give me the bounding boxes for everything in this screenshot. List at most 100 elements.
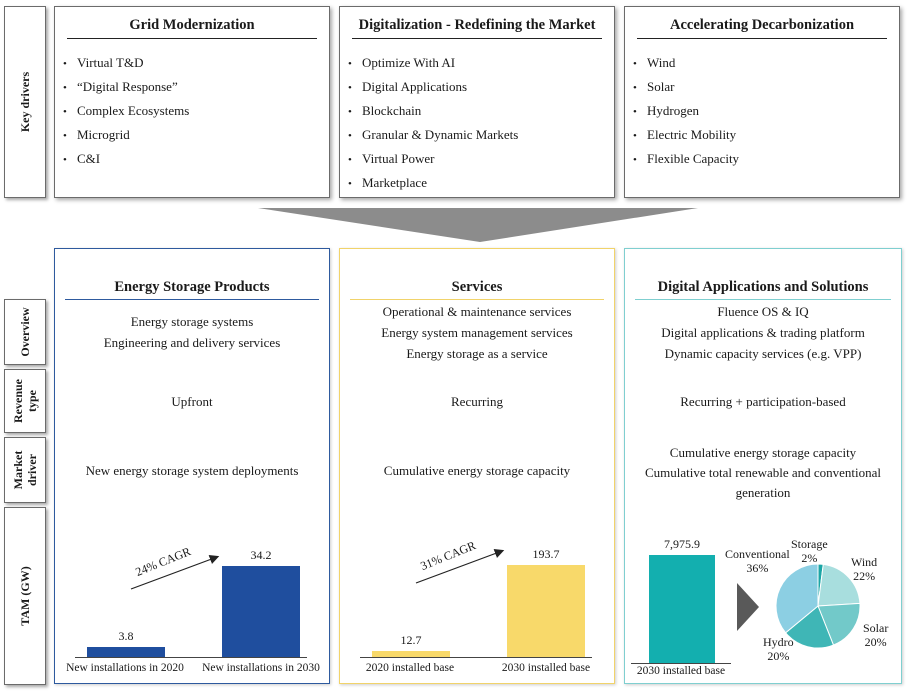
- funnel-arrow: [258, 208, 698, 242]
- overview-line: Digital applications & trading platform: [661, 325, 865, 340]
- chart-baseline: [75, 657, 307, 658]
- revenue-type-value: Upfront: [171, 394, 213, 409]
- list-item: “Digital Response”: [63, 78, 189, 102]
- overview-text: Energy storage systems Engineering and d…: [59, 311, 325, 353]
- pie-slice-pct: 20%: [864, 635, 887, 649]
- list-item: Marketplace: [348, 174, 518, 198]
- driver-list: Optimize With AI Digital Applications Bl…: [348, 54, 518, 198]
- overview-line: Fluence OS & IQ: [717, 304, 809, 319]
- pie-label-wind: Wind 22%: [851, 555, 877, 583]
- overview-line: Energy system management services: [381, 325, 573, 340]
- category-label: 2030 installed base: [501, 662, 591, 674]
- key-drivers-text: Key drivers: [18, 71, 32, 133]
- market-driver-line: New energy storage system deployments: [85, 463, 299, 478]
- pie-slice-pct: 36%: [746, 561, 769, 575]
- cagr-arrow: [415, 549, 505, 584]
- data-label: 7,975.9: [664, 536, 700, 551]
- key-drivers-label: Key drivers: [4, 6, 46, 198]
- data-label: 34.2: [250, 548, 272, 563]
- pie-label-storage: Storage 2%: [791, 537, 828, 565]
- list-item: Virtual Power: [348, 150, 518, 174]
- overview-line: Energy storage as a service: [406, 346, 548, 361]
- renewables-pie-chart: [775, 563, 861, 649]
- bar-2030-installed-base: [649, 554, 715, 663]
- bar-2020-new-installations: [87, 646, 165, 657]
- cagr-arrow: [130, 555, 220, 590]
- chart-baseline: [360, 657, 592, 658]
- list-item: Wind: [633, 54, 739, 78]
- driver-title: Accelerating Decarbonization: [637, 17, 887, 39]
- tam-text: TAM (GW): [18, 566, 32, 626]
- list-item: Hydrogen: [633, 102, 739, 126]
- market-driver-line: Cumulative total renewable and conventio…: [644, 465, 882, 480]
- list-item: C&I: [63, 150, 189, 174]
- driver-line: driver: [25, 454, 39, 486]
- pie-label-conventional: Conventional 36%: [725, 547, 790, 575]
- pie-label-solar: Solar 20%: [863, 621, 888, 649]
- type-line: type: [25, 390, 39, 412]
- list-item: Blockchain: [348, 102, 518, 126]
- pie-slice-hydro: [784, 605, 835, 649]
- data-label: 12.7: [400, 632, 422, 647]
- data-label: 3.8: [118, 628, 134, 643]
- column-digital-applications: Digital Applications and Solutions Fluen…: [624, 248, 902, 684]
- overview-line: Energy storage systems: [130, 314, 254, 329]
- market-driver-line: Cumulative energy storage capacity: [383, 463, 571, 478]
- column-title: Services: [350, 279, 604, 300]
- list-item: Virtual T&D: [63, 54, 189, 78]
- driver-list: Wind Solar Hydrogen Electric Mobility Fl…: [633, 54, 739, 174]
- pie-slice-solar: [817, 602, 861, 646]
- list-item: Granular & Dynamic Markets: [348, 126, 518, 150]
- pie-slice-pct: 22%: [853, 569, 876, 583]
- list-item: Flexible Capacity: [633, 150, 739, 174]
- market-line: Market: [11, 450, 25, 490]
- revenue-type-value: Recurring: [451, 394, 503, 409]
- column-title: Energy Storage Products: [65, 279, 319, 300]
- pie-slice-pct: 2%: [801, 551, 818, 565]
- data-label: 193.7: [532, 547, 560, 562]
- column-services: Services Operational & maintenance servi…: [339, 248, 615, 684]
- market-driver-value: New energy storage system deployments: [59, 460, 325, 481]
- market-driver-text: Market driver: [11, 451, 39, 490]
- pie-slice-name: Conventional: [725, 547, 790, 561]
- pie-slice-name: Wind: [851, 555, 878, 569]
- category-label: New installations in 2020: [66, 662, 184, 674]
- list-item: Electric Mobility: [633, 126, 739, 150]
- market-driver-label: Market driver: [4, 437, 46, 503]
- overview-text: Fluence OS & IQ Digital applications & t…: [629, 301, 897, 364]
- chevron-right-icon: [737, 583, 759, 631]
- overview-line: Operational & maintenance services: [382, 304, 572, 319]
- driver-title: Digitalization - Redefining the Market: [352, 17, 602, 39]
- category-label: 2020 installed base: [365, 662, 455, 674]
- market-driver-value: Cumulative energy storage capacity: [344, 460, 610, 481]
- tam-label: TAM (GW): [4, 507, 46, 685]
- driver-box-decarbonization: Accelerating Decarbonization Wind Solar …: [624, 6, 900, 198]
- pie-slice-name: Hydro: [763, 635, 794, 649]
- pie-slice-wind: [817, 563, 861, 607]
- market-driver-line: Cumulative energy storage capacity: [669, 445, 857, 460]
- bar-2030-installed-base: [507, 565, 585, 657]
- driver-box-digitalization: Digitalization - Redefining the Market O…: [339, 6, 615, 198]
- pie-slice-conventional: [775, 563, 819, 634]
- column-title: Digital Applications and Solutions: [635, 279, 891, 300]
- column-energy-storage-products: Energy Storage Products Energy storage s…: [54, 248, 330, 684]
- category-label: 2030 installed base: [636, 665, 726, 677]
- list-item: Microgrid: [63, 126, 189, 150]
- overview-text: Overview: [18, 307, 32, 357]
- revenue-type-value: Recurring + participation-based: [680, 394, 846, 409]
- list-item: Optimize With AI: [348, 54, 518, 78]
- overview-text: Operational & maintenance services Energ…: [344, 301, 610, 364]
- list-item: Complex Ecosystems: [63, 102, 189, 126]
- bar-2030-new-installations: [222, 566, 300, 657]
- revenue-line: Revenue: [11, 379, 25, 423]
- driver-list: Virtual T&D “Digital Response” Complex E…: [63, 54, 189, 174]
- pie-slice-name: Solar: [863, 621, 889, 635]
- revenue-type-text: Revenue type: [11, 379, 39, 423]
- chart-baseline: [631, 663, 731, 664]
- market-driver-line: generation: [735, 485, 791, 500]
- bar-2020-installed-base: [372, 650, 450, 657]
- pie-slice-name: Storage: [791, 537, 828, 551]
- category-label: New installations in 2030: [202, 662, 320, 674]
- pie-label-hydro: Hydro 20%: [763, 635, 794, 663]
- driver-title: Grid Modernization: [67, 17, 317, 39]
